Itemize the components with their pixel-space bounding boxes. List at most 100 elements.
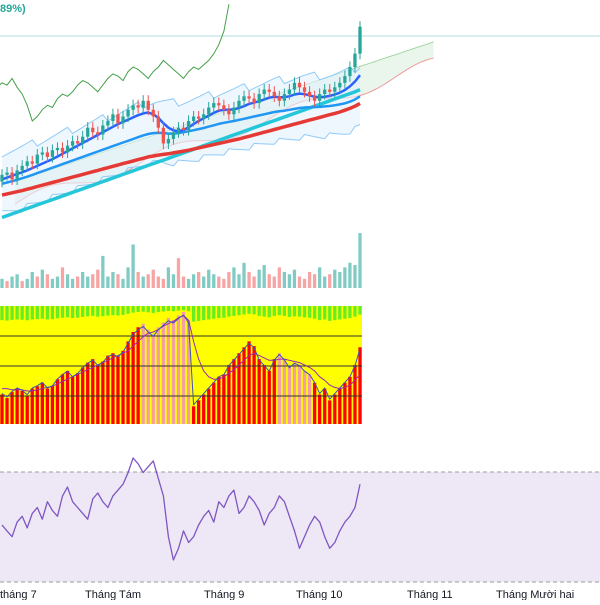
oscillator-bar bbox=[131, 331, 135, 424]
volume-bar bbox=[121, 278, 125, 288]
oscillator-top-bar bbox=[287, 306, 292, 317]
oscillator-bar bbox=[65, 370, 70, 424]
oscillator-bar bbox=[207, 388, 211, 424]
volume-bar bbox=[171, 274, 176, 288]
oscillator-bar bbox=[141, 323, 145, 424]
oscillator-bar bbox=[282, 359, 287, 424]
oscillator-bar bbox=[15, 388, 19, 424]
oscillator-bar bbox=[151, 334, 155, 424]
candle-body bbox=[257, 94, 261, 104]
x-axis-tick-label: Tháng Mười hai bbox=[496, 589, 574, 600]
oscillator-top-bar bbox=[101, 306, 105, 317]
oscillator-bar bbox=[5, 398, 9, 424]
candle-body bbox=[25, 161, 29, 166]
x-axis-tick-label: Tháng 10 bbox=[296, 589, 342, 600]
candle-body bbox=[101, 125, 105, 135]
volume-bar bbox=[197, 271, 201, 288]
oscillator-bar bbox=[10, 392, 14, 424]
oscillator-top-bar bbox=[25, 306, 29, 321]
oscillator-bar bbox=[121, 350, 125, 424]
candle-body bbox=[232, 107, 236, 115]
candle-body bbox=[338, 82, 342, 88]
oscillator-main-line bbox=[1, 314, 361, 406]
volume-bar bbox=[50, 278, 55, 288]
lagging-span bbox=[0, 4, 230, 122]
volume-bar bbox=[166, 267, 171, 288]
oscillator-top-bar bbox=[267, 306, 271, 318]
candle-body bbox=[20, 165, 24, 171]
oscillator-bar bbox=[40, 382, 44, 424]
oscillator-top-bar bbox=[111, 306, 115, 316]
oscillator-bar bbox=[146, 329, 150, 424]
candle-body bbox=[55, 147, 60, 151]
candle-body bbox=[207, 107, 211, 115]
volume-bar bbox=[191, 274, 196, 288]
candle-body bbox=[282, 94, 287, 101]
price-change-label: 89%) bbox=[0, 3, 26, 15]
oscillator-top-bar bbox=[358, 306, 362, 315]
candle-body bbox=[156, 116, 160, 128]
oscillator-top-bar bbox=[277, 306, 281, 316]
candle-body bbox=[5, 172, 9, 175]
oscillator-bar bbox=[30, 388, 34, 424]
candle-body bbox=[353, 53, 357, 68]
oscillator-top-bar bbox=[217, 306, 221, 319]
oscillator-top-bar bbox=[131, 306, 135, 313]
oscillator-bar bbox=[70, 376, 75, 424]
oscillator-bar bbox=[91, 359, 95, 424]
oscillator-bar bbox=[96, 365, 100, 424]
volume-bar bbox=[338, 271, 342, 288]
volume-bar bbox=[272, 276, 276, 288]
oscillator-top-bar bbox=[5, 306, 9, 321]
candle-body bbox=[111, 114, 115, 121]
volume-bar bbox=[81, 271, 85, 288]
candle-body bbox=[202, 114, 206, 119]
oscillator-top-bar bbox=[323, 306, 327, 320]
oscillator-top-bar bbox=[237, 306, 241, 316]
oscillator-top-bar bbox=[151, 306, 155, 313]
oscillator-top-bar bbox=[292, 306, 297, 317]
oscillator-bar bbox=[237, 353, 241, 424]
candle-body bbox=[30, 161, 34, 164]
ma-fast-line bbox=[1, 74, 361, 181]
oscillator-top-bar bbox=[343, 306, 347, 319]
oscillator-top-bar bbox=[20, 306, 24, 320]
candle-body bbox=[318, 94, 322, 101]
oscillator-top-bar bbox=[202, 306, 206, 321]
oscillator-bar bbox=[60, 374, 65, 424]
candle-body bbox=[237, 100, 241, 108]
volume-bar bbox=[267, 274, 271, 288]
volume-bar bbox=[292, 269, 297, 288]
oscillator-top-bar bbox=[30, 306, 34, 320]
oscillator-top-bar bbox=[50, 306, 55, 320]
volume-bar bbox=[176, 258, 181, 288]
oscillator-bar bbox=[277, 353, 281, 424]
volume-bar bbox=[262, 265, 266, 288]
oscillator-top-bar bbox=[15, 306, 19, 320]
oscillator-top-bar bbox=[297, 306, 302, 317]
candle-body bbox=[91, 127, 95, 133]
oscillator-top-bar bbox=[181, 306, 186, 311]
volume-bar bbox=[212, 274, 216, 288]
oscillator-bar bbox=[25, 395, 29, 424]
volume-bar bbox=[75, 276, 80, 288]
oscillator-bar bbox=[312, 382, 317, 424]
volume-bar bbox=[45, 274, 50, 288]
volume-bar bbox=[252, 276, 256, 288]
oscillator-top-bar bbox=[333, 306, 337, 321]
oscillator-bar bbox=[348, 376, 352, 424]
oscillator-bar bbox=[302, 370, 307, 424]
oscillator-top-bar bbox=[328, 306, 332, 321]
oscillator-top-bar bbox=[65, 306, 70, 318]
candle-body bbox=[272, 91, 276, 97]
oscillator-bar bbox=[262, 365, 266, 424]
oscillator-top-bar bbox=[81, 306, 85, 317]
oscillator-top-bar bbox=[96, 306, 100, 317]
volume-bar bbox=[40, 269, 44, 288]
oscillator-bar bbox=[116, 355, 120, 424]
oscillator-bar bbox=[166, 317, 171, 424]
oscillator-bar bbox=[106, 355, 110, 424]
oscillator-top-bar bbox=[197, 306, 201, 321]
oscillator-top-bar bbox=[222, 306, 226, 318]
